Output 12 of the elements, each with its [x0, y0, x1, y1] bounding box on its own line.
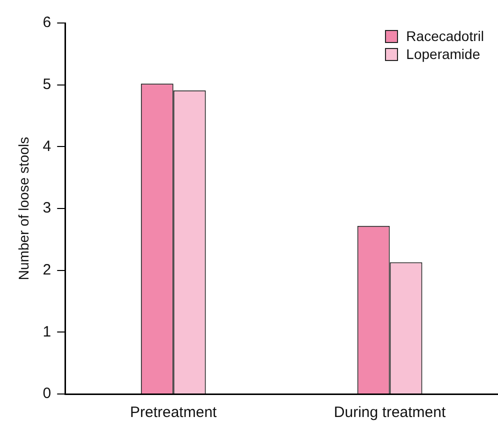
y-tick-label: 6: [42, 14, 52, 32]
x-tick-label: During treatment: [334, 404, 446, 422]
x-tick-label: Pretreatment: [130, 404, 218, 422]
y-tick-label: 0: [42, 385, 52, 402]
y-tick-label: 1: [42, 323, 52, 340]
y-tick-label: 4: [42, 138, 52, 155]
legend-label: Loperamide: [406, 46, 480, 62]
y-axis-title: Number of loose stools: [15, 136, 32, 280]
y-tick-label: 2: [42, 261, 52, 278]
legend-label: Racecadotril: [406, 28, 484, 44]
y-tick-label: 3: [42, 200, 52, 217]
y-tick-label: 5: [42, 76, 52, 93]
